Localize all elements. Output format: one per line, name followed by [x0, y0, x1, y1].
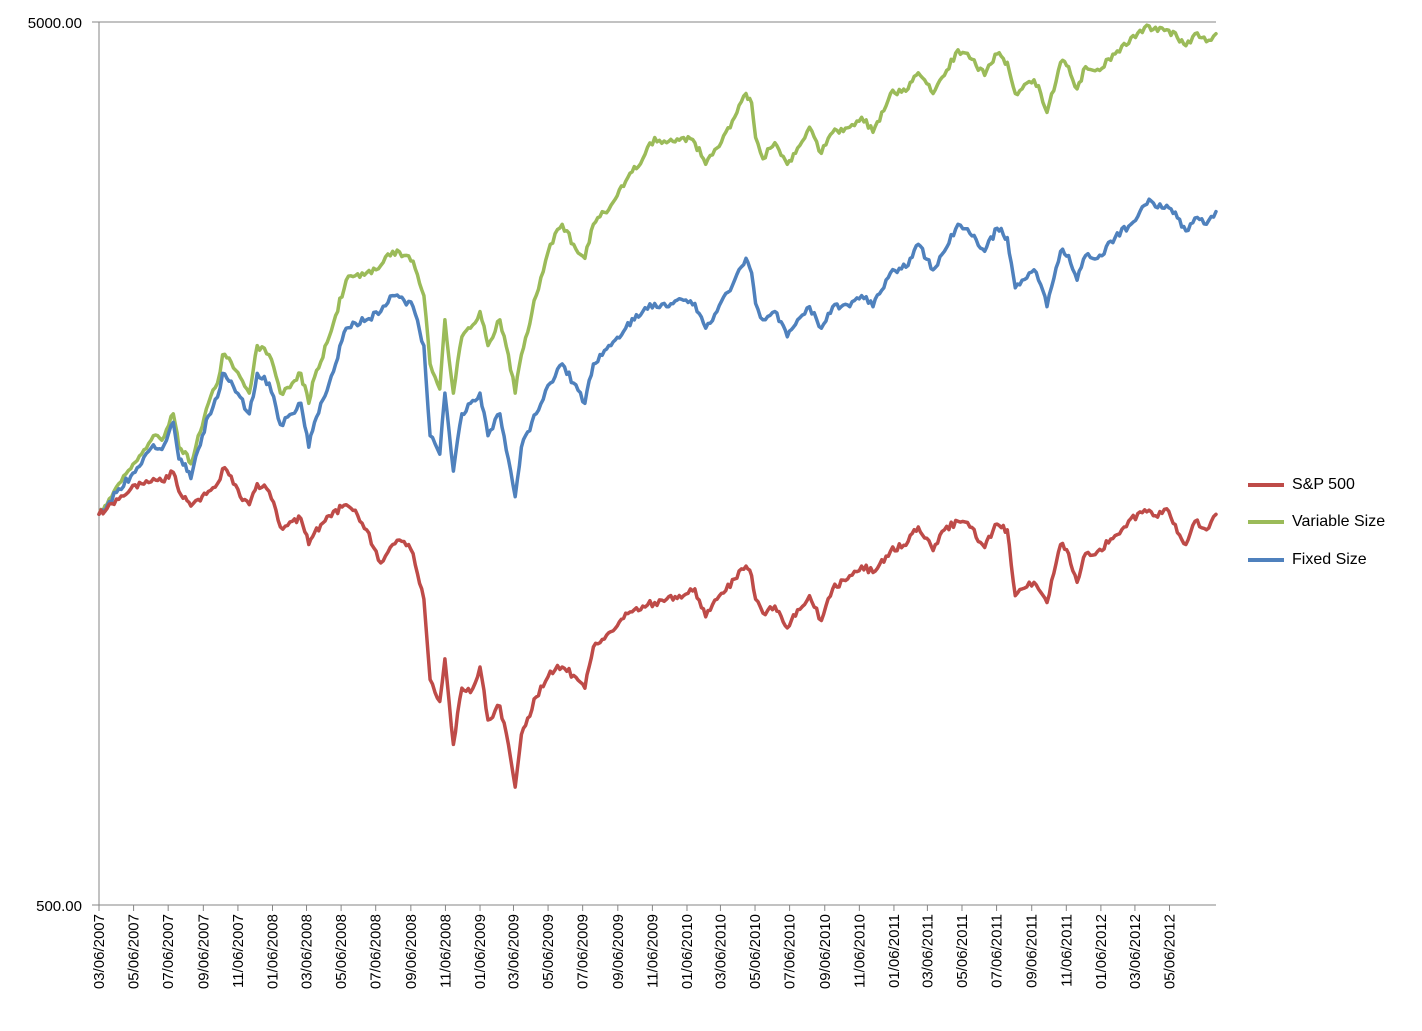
- legend: S&P 500 Variable Size Fixed Size: [1248, 466, 1385, 579]
- series-layer: [97, 23, 1218, 789]
- x-tick-label: 07/06/2009: [575, 914, 592, 989]
- x-tick-label: 09/06/2011: [1024, 914, 1041, 988]
- x-tick-label: 05/06/2010: [747, 914, 764, 989]
- x-tick-label: 05/06/2009: [540, 914, 557, 989]
- y-tick-label-bottom: 500.00: [36, 898, 82, 915]
- x-tick-label: 11/06/2008: [437, 914, 454, 988]
- x-tick-label: 03/06/2008: [299, 914, 316, 989]
- x-tick-label: 01/06/2008: [265, 914, 282, 989]
- x-tick-label: 09/06/2007: [195, 914, 212, 989]
- x-tick-label: 07/06/2008: [368, 914, 385, 989]
- y-tick-label-top: 5000.00: [28, 15, 82, 32]
- x-tick-label: 09/06/2009: [610, 914, 627, 989]
- y-axis: 5000.00 500.00: [28, 15, 1216, 915]
- x-tick-label: 01/06/2010: [679, 914, 696, 989]
- x-tick-label: 05/06/2008: [333, 914, 350, 989]
- x-tick-label: 05/06/2007: [126, 914, 143, 989]
- x-tick-label: 01/06/2012: [1093, 914, 1110, 989]
- x-tick-label: 01/06/2011: [886, 914, 903, 988]
- x-tick-label: 03/06/2009: [505, 914, 522, 989]
- x-tick-label: 07/06/2010: [782, 914, 799, 989]
- legend-item-sp500: S&P 500: [1248, 466, 1385, 504]
- x-tick-label: 05/06/2011: [954, 914, 971, 988]
- x-tick-label: 05/06/2012: [1162, 914, 1179, 989]
- x-axis: 03/06/2007 05/06/2007 07/06/2007 09/06/2007…: [91, 904, 1216, 989]
- x-tick-label: 03/06/2012: [1127, 914, 1144, 989]
- legend-label-variable-size: Variable Size: [1292, 513, 1386, 531]
- x-tick-label: 03/06/2007: [91, 914, 108, 989]
- x-tick-label: 11/06/2011: [1058, 914, 1075, 987]
- x-tick-label: 11/06/2009: [644, 914, 661, 988]
- x-tick-label: 03/06/2011: [919, 914, 936, 988]
- legend-label-sp500: S&P 500: [1292, 475, 1355, 493]
- series-line-variable-size: [97, 23, 1218, 517]
- legend-item-fixed-size: Fixed Size: [1248, 541, 1385, 579]
- x-tick-label: 01/06/2009: [472, 914, 489, 989]
- x-tick-label: 11/06/2010: [851, 914, 868, 988]
- x-tick-label: 07/06/2007: [160, 914, 177, 989]
- legend-label-fixed-size: Fixed Size: [1292, 550, 1367, 568]
- x-tick-label: 03/06/2010: [712, 914, 729, 989]
- legend-swatch-sp500: [1248, 482, 1284, 487]
- x-tick-label: 09/06/2008: [403, 914, 420, 989]
- x-tick-label: 09/06/2010: [817, 914, 834, 989]
- x-tick-label: 07/06/2011: [989, 914, 1006, 988]
- legend-swatch-fixed-size: [1248, 557, 1284, 562]
- x-tick-label: 11/06/2007: [230, 914, 247, 988]
- x-ticks: 03/06/2007 05/06/2007 07/06/2007 09/06/2007…: [91, 905, 1179, 989]
- legend-swatch-variable-size: [1248, 520, 1284, 525]
- series-line-fixed-size: [97, 197, 1218, 517]
- series-line-s-p-500: [97, 465, 1218, 789]
- legend-item-variable-size: Variable Size: [1248, 504, 1385, 542]
